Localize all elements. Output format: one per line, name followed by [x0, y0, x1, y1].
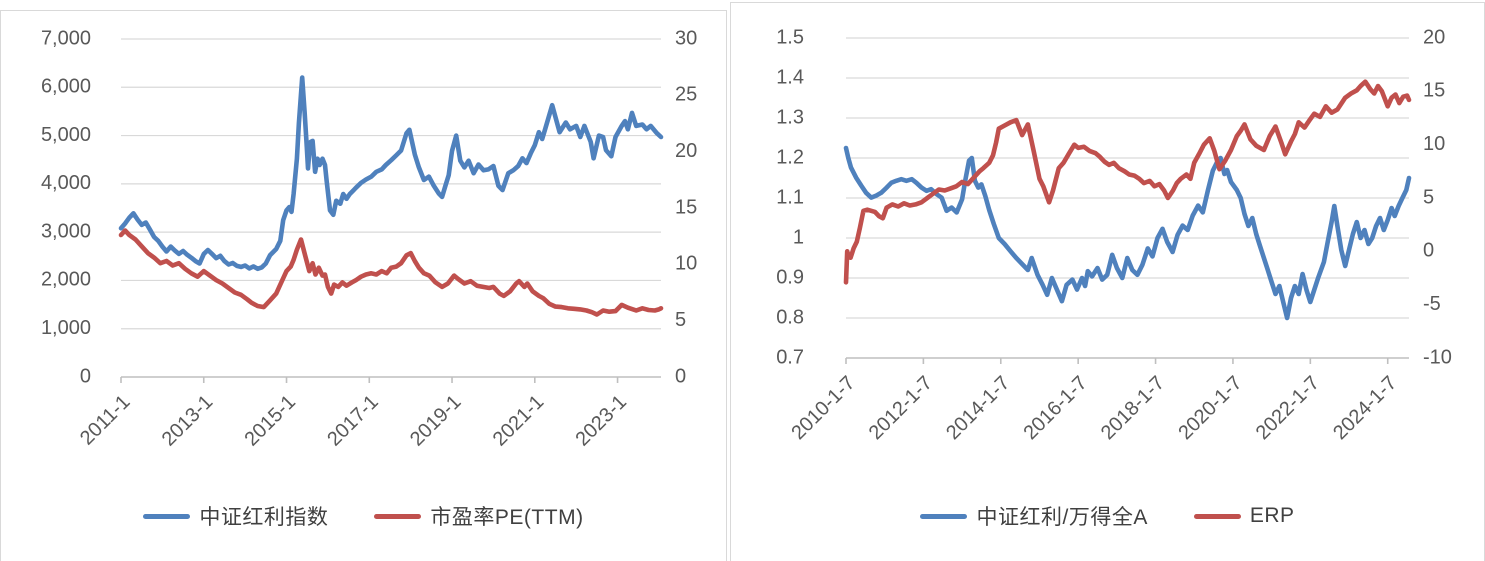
legend-item-dividend-ratio: 中证红利/万得全A [920, 501, 1147, 531]
svg-text:30: 30 [675, 27, 697, 49]
svg-text:3,000: 3,000 [41, 220, 91, 242]
legend-left-chart: 中证红利指数 市盈率PE(TTM) [1, 503, 726, 529]
svg-text:5,000: 5,000 [41, 124, 91, 146]
svg-text:6,000: 6,000 [41, 76, 91, 98]
blue-line-swatch-icon [143, 513, 191, 519]
svg-text:1.5: 1.5 [776, 26, 804, 48]
svg-text:0.7: 0.7 [776, 346, 804, 368]
svg-text:5: 5 [675, 309, 686, 331]
legend-label-erp: ERP [1249, 504, 1295, 527]
svg-text:2022-1-7: 2022-1-7 [1252, 372, 1324, 444]
legend-label-csi-dividend-index: 中证红利指数 [199, 506, 329, 529]
svg-text:25: 25 [675, 84, 697, 106]
svg-text:2020-1-7: 2020-1-7 [1174, 372, 1246, 444]
svg-text:2016-1-7: 2016-1-7 [1020, 372, 1092, 444]
svg-text:1: 1 [793, 226, 804, 248]
svg-text:15: 15 [1423, 80, 1445, 102]
svg-text:2010-1-7: 2010-1-7 [787, 372, 859, 444]
svg-text:-10: -10 [1423, 346, 1452, 368]
svg-text:5: 5 [1423, 186, 1434, 208]
svg-text:-5: -5 [1423, 293, 1441, 315]
svg-text:2019-1: 2019-1 [406, 391, 466, 451]
svg-text:2014-1-7: 2014-1-7 [942, 372, 1014, 444]
svg-text:2015-1: 2015-1 [240, 391, 300, 451]
svg-text:7,000: 7,000 [41, 27, 91, 49]
svg-text:10: 10 [675, 253, 697, 275]
svg-text:0.8: 0.8 [776, 306, 804, 328]
svg-text:1.2: 1.2 [776, 146, 804, 168]
svg-text:20: 20 [675, 140, 697, 162]
svg-text:15: 15 [675, 196, 697, 218]
svg-text:1.4: 1.4 [776, 66, 804, 88]
svg-text:0: 0 [80, 365, 91, 387]
legend-label-dividend-ratio: 中证红利/万得全A [976, 506, 1148, 529]
csi-dividend-index-pe-plot: 7,000 6,000 5,000 4,000 3,000 2,000 1,000 0 30 25… [41, 27, 697, 451]
blue-line-swatch-icon [920, 513, 968, 519]
svg-text:1,000: 1,000 [41, 317, 91, 339]
csi-dividend-index-pe-chart-panel: 7,000 6,000 5,000 4,000 3,000 2,000 1,000 0 30 25… [0, 10, 727, 561]
legend-right-chart: 中证红利/万得全A ERP [731, 503, 1484, 529]
svg-text:0: 0 [1423, 240, 1434, 262]
svg-text:1.1: 1.1 [776, 186, 804, 208]
red-line-swatch-icon [1193, 513, 1241, 519]
svg-text:20: 20 [1423, 26, 1445, 48]
svg-text:2021-1: 2021-1 [489, 391, 549, 451]
svg-text:2013-1: 2013-1 [158, 391, 218, 451]
svg-text:2017-1: 2017-1 [323, 391, 383, 451]
svg-text:0.9: 0.9 [776, 266, 804, 288]
svg-text:10: 10 [1423, 133, 1445, 155]
dividend-ratio-erp-plot: 1.5 1.4 1.3 1.2 1.1 1 0.9 0.8 0.7 20 15 10 5 0 -5 -10 20… [776, 26, 1452, 444]
svg-text:2012-1-7: 2012-1-7 [865, 372, 937, 444]
legend-item-csi-dividend-index: 中证红利指数 [143, 501, 328, 531]
dividend-ratio-erp-chart-panel: 1.5 1.4 1.3 1.2 1.1 1 0.9 0.8 0.7 20 15 10 5 0 -5 -10 20… [730, 2, 1485, 561]
legend-label-pe-ttm: 市盈率PE(TTM) [430, 506, 584, 529]
svg-text:2011-1: 2011-1 [76, 391, 135, 450]
legend-item-pe-ttm: 市盈率PE(TTM) [374, 501, 583, 531]
legend-item-erp: ERP [1193, 504, 1295, 528]
svg-text:2,000: 2,000 [41, 269, 91, 291]
red-line-swatch-icon [374, 513, 422, 519]
svg-text:2018-1-7: 2018-1-7 [1097, 372, 1169, 444]
svg-text:0: 0 [675, 365, 686, 387]
svg-text:2023-1: 2023-1 [571, 391, 631, 451]
svg-text:2024-1-7: 2024-1-7 [1329, 372, 1401, 444]
svg-text:1.3: 1.3 [776, 106, 804, 128]
svg-text:4,000: 4,000 [41, 172, 91, 194]
